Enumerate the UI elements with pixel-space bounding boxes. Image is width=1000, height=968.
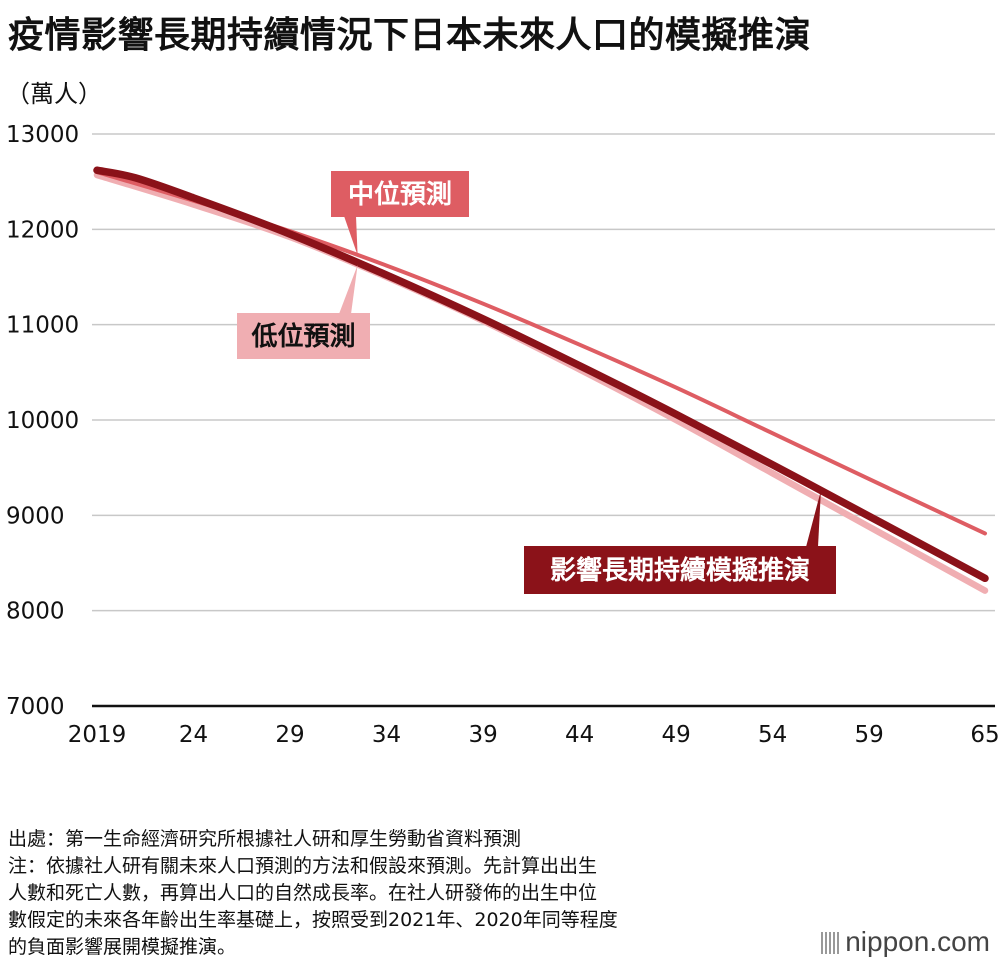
callout-pointer <box>339 264 358 314</box>
x-tick-label: 54 <box>758 722 787 748</box>
y-tick-label: 8000 <box>6 599 65 625</box>
callout-label: 影響長期持續模擬推演 <box>550 555 810 586</box>
chart-title: 疫情影響長期持續情況下日本未來人口的模擬推演 <box>8 15 812 56</box>
note-line: 的負面影響展開模擬推演。 <box>8 936 237 958</box>
callout-box <box>524 546 836 594</box>
note-line: 注：依據社人研有關未來人口預測的方法和假設來預測。先計算出出生 <box>8 855 598 877</box>
note-line: 數假定的未來各年齡出生率基礎上，按照受到2021年、2020年同等程度 <box>8 909 618 931</box>
y-tick-label: 12000 <box>6 217 79 243</box>
callout-pointer <box>806 490 821 547</box>
source-note: 出處：第一生命經濟研究所根據社人研和厚生勞動省資料預測 <box>8 828 522 850</box>
series-line <box>93 171 989 594</box>
y-tick-label: 11000 <box>6 313 79 339</box>
y-axis-unit-label: （萬人） <box>6 80 102 108</box>
series-callout: 低位預測 <box>237 264 370 359</box>
brand-text: nippon.com <box>845 926 990 957</box>
x-tick-label: 65 <box>970 722 999 748</box>
series-line <box>93 166 989 583</box>
x-tick-label: 34 <box>372 722 401 748</box>
series-callout: 中位預測 <box>331 171 469 256</box>
note-line: 人數和死亡人數，再算出人口的自然成長率。在社人研發佈的出生中位 <box>8 882 598 904</box>
x-tick-label: 2019 <box>68 722 127 748</box>
x-tick-label: 44 <box>565 722 594 748</box>
callout-label: 中位預測 <box>348 179 452 210</box>
brand-logo: nippon.com <box>821 926 990 958</box>
series-callout: 影響長期持續模擬推演 <box>524 490 836 594</box>
x-tick-label: 49 <box>661 722 690 748</box>
y-tick-label: 9000 <box>6 503 65 529</box>
brand-bars-icon <box>821 932 840 954</box>
x-tick-label: 24 <box>179 722 208 748</box>
x-tick-label: 39 <box>468 722 497 748</box>
x-tick-label: 59 <box>855 722 884 748</box>
y-tick-label: 10000 <box>6 408 79 434</box>
footnotes: 出處：第一生命經濟研究所根據社人研和厚生勞動省資料預測 注：依據社人研有關未來人… <box>8 826 768 961</box>
callout-box <box>331 171 469 217</box>
x-tick-label: 29 <box>275 722 304 748</box>
y-tick-label: 13000 <box>6 122 79 148</box>
callout-pointer <box>344 216 358 256</box>
callout-box <box>237 313 370 359</box>
y-tick-label: 7000 <box>6 694 65 720</box>
callout-label: 低位預測 <box>250 321 355 352</box>
